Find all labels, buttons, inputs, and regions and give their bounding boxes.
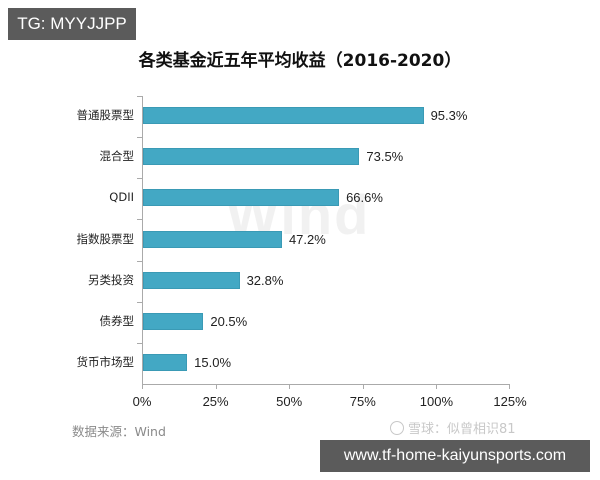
xueqiu-attribution: 雪球：似曾相识81 [390,418,516,437]
y-tick [137,137,142,138]
x-tick-label: 125% [493,394,527,409]
x-tick [142,384,143,389]
x-tick-label: 0% [132,394,152,409]
x-tick [215,384,217,389]
y-axis [142,96,143,384]
x-axis [142,384,510,385]
bar [143,148,360,166]
bar [143,189,340,207]
bar-value-label: 95.3% [430,108,468,123]
y-tick [137,302,142,303]
y-tick [137,178,142,179]
bar [143,107,424,124]
y-tick [137,261,142,262]
x-tick [362,384,364,389]
x-tick [436,384,438,389]
bar [143,313,204,330]
y-tick [137,96,142,97]
category-label: 混合型 [99,149,135,164]
data-source-note: 数据来源：Wind [72,424,166,439]
tg-badge: TG: MYYJJPP [8,8,136,40]
bar-value-label: 15.0% [194,355,232,371]
bar-value-label: 32.8% [246,272,284,288]
y-tick [137,343,142,344]
x-tick [289,384,291,389]
category-label: 普通股票型 [76,108,135,122]
x-tick-label: 75% [349,394,376,409]
bar [143,271,240,289]
bar-value-label: 73.5% [366,149,404,165]
y-tick [137,219,142,220]
bar-value-label: 66.6% [346,190,383,206]
xueqiu-attribution-text: 雪球：似曾相识81 [408,422,516,437]
category-label: 指数股票型 [76,231,135,246]
xueqiu-logo-icon [390,420,404,435]
category-label: 货币市场型 [76,355,135,370]
bar-value-label: 47.2% [288,231,326,247]
category-label: 债券型 [99,314,135,328]
x-tick-label: 100% [419,394,454,409]
chart-title: 各类基金近五年平均收益（2016-2020） [138,51,462,71]
category-label: QDII [109,190,134,205]
bar-value-label: 20.5% [210,314,248,329]
x-tick-label: 25% [202,394,229,409]
x-tick [509,384,510,389]
x-tick-label: 50% [276,394,303,409]
url-badge: www.tf-home-kaiyunsports.com [320,440,590,472]
bar [143,230,282,248]
bar [143,354,188,372]
category-label: 另类投资 [88,272,134,287]
plot-area: 0% 25% 50% 75% 100% 125% 95.3% 73.5% 66.6%… [133,96,527,409]
